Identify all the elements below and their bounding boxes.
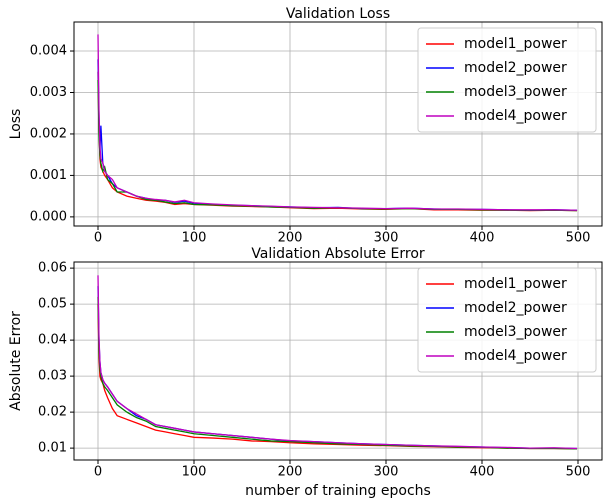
x-tick-label: 0 (94, 231, 102, 246)
y-axis-label: Loss (8, 109, 24, 140)
series-line (97, 275, 578, 450)
legend-label: model1_power (464, 276, 567, 292)
legend-label: model1_power (464, 36, 567, 52)
x-tick-label: 0 (94, 465, 102, 480)
x-tick-label: 400 (470, 465, 495, 480)
legend-label: model3_power (464, 324, 567, 340)
x-tick-label: 300 (374, 231, 399, 246)
x-tick-label: 500 (566, 465, 591, 480)
y-tick-label: 0.004 (30, 44, 67, 59)
x-tick-label: 500 (566, 231, 591, 246)
legend-box (417, 267, 597, 373)
y-tick-label: 0.02 (38, 405, 67, 420)
plot-frame (73, 21, 603, 227)
y-tick-label: 0.001 (30, 168, 67, 183)
x-tick-label: 200 (278, 231, 303, 246)
y-tick-label: 0.04 (38, 333, 67, 348)
y-tick-label: 0.000 (30, 209, 67, 224)
y-tick-label: 0.06 (38, 261, 67, 276)
chart-title: Validation Loss (286, 6, 390, 22)
y-tick-label: 0.002 (30, 126, 67, 141)
y-tick-label: 0.03 (38, 369, 67, 384)
legend-label: model2_power (464, 60, 567, 76)
legend-label: model2_power (464, 300, 567, 316)
plot-frame (73, 261, 603, 461)
x-tick-label: 100 (182, 465, 207, 480)
x-tick-label: 200 (278, 465, 303, 480)
x-tick-label: 100 (182, 231, 207, 246)
series-line (97, 34, 578, 211)
y-tick-label: 0.05 (38, 297, 67, 312)
y-tick-label: 0.01 (38, 441, 67, 456)
x-axis-label: number of training epochs (245, 483, 431, 499)
legend-label: model4_power (464, 348, 567, 364)
y-tick-label: 0.003 (30, 85, 67, 100)
chart-title: Validation Absolute Error (251, 246, 425, 262)
legend-label: model3_power (464, 84, 567, 100)
x-tick-label: 400 (470, 231, 495, 246)
y-axis-label: Absolute Error (8, 311, 24, 411)
x-tick-label: 300 (374, 465, 399, 480)
legend-box (417, 27, 597, 133)
legend-label: model4_power (464, 108, 567, 124)
